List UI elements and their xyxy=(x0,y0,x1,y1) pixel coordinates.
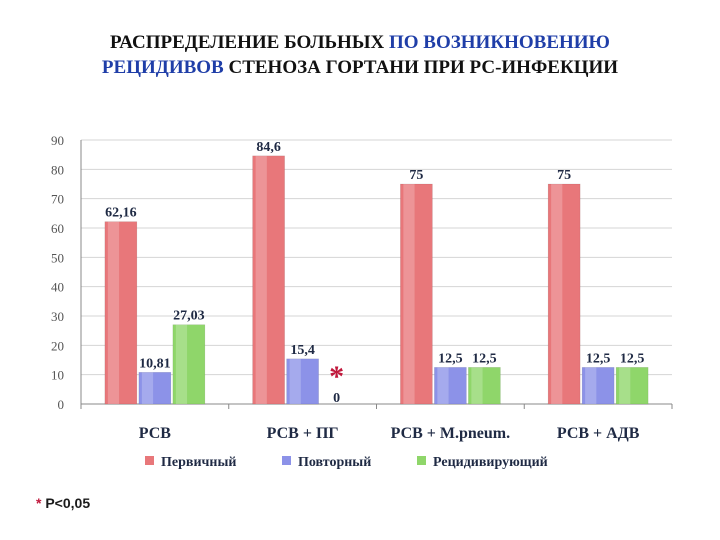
y-tick-label: 20 xyxy=(51,338,64,353)
category-label: РСВ + M.pneum. xyxy=(391,425,511,442)
bar-highlight xyxy=(175,324,188,404)
significance-footnote: * P<0,05 xyxy=(36,495,90,511)
bar-highlight xyxy=(255,155,267,404)
y-tick-label: 50 xyxy=(51,250,64,265)
category-label: РСВ + АДВ xyxy=(557,425,640,442)
data-label: 12,5 xyxy=(620,351,645,366)
title-line2-blue: РЕЦИДИВОВ xyxy=(101,57,229,78)
bar-highlight xyxy=(403,184,415,404)
bar xyxy=(615,367,649,405)
data-label: 0 xyxy=(333,391,340,406)
y-tick-label: 60 xyxy=(51,221,64,236)
title-line1-black: РАСПРЕДЕЛЕНИЕ БОЛЬНЫХ xyxy=(110,32,389,53)
data-label: 12,5 xyxy=(472,351,497,366)
title-line2-black: СТЕНОЗА ГОРТАНИ ПРИ РС-ИНФЕКЦИИ xyxy=(228,57,619,78)
bar-highlight xyxy=(437,367,449,404)
bar xyxy=(581,367,615,405)
y-tick-label: 30 xyxy=(51,309,64,324)
bar-highlight xyxy=(619,367,631,404)
y-tick-label: 0 xyxy=(58,397,65,412)
y-tick-label: 90 xyxy=(51,133,64,148)
y-tick-label: 40 xyxy=(51,280,64,295)
significance-asterisk: * xyxy=(329,360,344,393)
bar-highlight xyxy=(289,358,301,404)
footnote-mark: * xyxy=(36,495,42,511)
bar xyxy=(138,371,172,405)
bar xyxy=(172,324,206,405)
bar xyxy=(434,367,467,405)
legend-swatch xyxy=(145,456,154,465)
legend-label: Рецидивирующий xyxy=(433,455,548,470)
legend-swatch xyxy=(417,456,426,465)
bar-highlight xyxy=(471,367,483,404)
y-tick-label: 80 xyxy=(51,162,64,177)
title-line1-blue: ПО ВОЗНИКНОВЕНИЮ xyxy=(388,32,610,53)
chart-title: РАСПРЕДЕЛЕНИЕ БОЛЬНЫХ ПО ВОЗНИКНОВЕНИЮ Р… xyxy=(20,30,700,80)
bar xyxy=(400,183,433,405)
y-tick-label: 70 xyxy=(51,192,64,207)
data-label: 15,4 xyxy=(290,343,315,358)
data-label: 10,81 xyxy=(139,356,171,371)
bar-highlight xyxy=(551,184,563,404)
bar xyxy=(286,358,319,405)
data-label: 84,6 xyxy=(256,140,281,155)
bar xyxy=(252,155,285,405)
legend-label: Повторный xyxy=(298,455,371,470)
data-label: 62,16 xyxy=(105,206,137,221)
y-tick-label: 10 xyxy=(51,368,64,383)
legend-label: Первичный xyxy=(161,455,236,470)
category-label: РСВ xyxy=(139,425,172,442)
data-label: 75 xyxy=(557,168,571,183)
bar xyxy=(104,221,138,405)
legend-swatch xyxy=(282,456,291,465)
category-label: РСВ + ПГ xyxy=(267,425,339,442)
bar xyxy=(547,183,581,405)
bar xyxy=(468,367,501,405)
data-label: 27,03 xyxy=(173,309,205,324)
bar-highlight xyxy=(141,372,154,404)
footnote-text: P<0,05 xyxy=(41,495,91,511)
bar-highlight xyxy=(107,221,120,404)
data-label: 12,5 xyxy=(586,351,611,366)
bar-highlight xyxy=(585,367,597,404)
data-label: 75 xyxy=(409,168,423,183)
data-label: 12,5 xyxy=(438,351,463,366)
